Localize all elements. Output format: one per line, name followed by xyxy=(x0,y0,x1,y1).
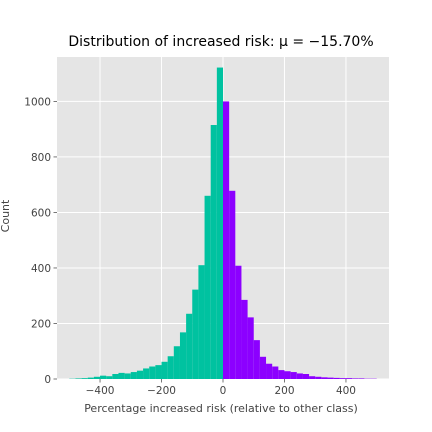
histogram-bar xyxy=(253,340,260,379)
histogram-bar xyxy=(167,356,174,379)
histogram-bar xyxy=(143,368,150,379)
histogram-bar xyxy=(358,378,365,379)
histogram-bar xyxy=(223,101,230,380)
x-axis-label: Percentage increased risk (relative to o… xyxy=(84,402,358,415)
histogram-bar xyxy=(161,361,168,379)
histogram-bar xyxy=(327,377,334,379)
histogram-bar xyxy=(241,299,248,379)
x-tick-label: −200 xyxy=(147,385,176,397)
histogram-bar xyxy=(75,378,82,379)
histogram-bar xyxy=(204,195,211,379)
histogram-bar xyxy=(118,372,125,379)
histogram-bar xyxy=(173,346,180,379)
histogram-bar xyxy=(321,377,328,379)
histogram-bar xyxy=(266,363,273,379)
histogram-bar xyxy=(345,378,353,379)
x-tick-label: 200 xyxy=(274,385,294,397)
histogram-bar xyxy=(247,317,254,379)
histogram-bar xyxy=(352,378,359,379)
y-tick-label: 1000 xyxy=(24,96,51,108)
x-tick-label: 0 xyxy=(220,385,227,397)
histogram-bar xyxy=(106,376,113,379)
histogram-bar xyxy=(259,356,267,379)
histogram-bar xyxy=(296,373,303,379)
histogram-bar xyxy=(229,190,236,379)
histogram-bar xyxy=(87,377,94,379)
y-tick-label: 200 xyxy=(31,318,51,330)
histogram-bar xyxy=(81,378,88,379)
histogram-bar xyxy=(278,370,285,379)
histogram-bar xyxy=(284,371,291,379)
axis-ticks: −400 −200 0 200 400 0 200 400 600 800 1000 xyxy=(24,96,356,397)
y-tick-label: 600 xyxy=(31,207,51,219)
histogram-bar xyxy=(186,313,193,379)
histogram-bar xyxy=(333,377,340,379)
x-tick-label: −400 xyxy=(86,385,115,397)
histogram-bar xyxy=(198,265,205,379)
histogram-bar xyxy=(210,125,217,379)
histogram-bar xyxy=(149,366,156,379)
histogram-bar xyxy=(309,376,316,379)
x-tick-label: 400 xyxy=(336,385,356,397)
histogram-bar xyxy=(290,372,297,379)
y-axis-label: Count xyxy=(0,199,12,232)
y-tick-label: 400 xyxy=(31,263,51,275)
histogram-bar xyxy=(130,372,137,379)
histogram-bar xyxy=(136,370,144,379)
histogram-bar xyxy=(302,374,310,379)
histogram-bar xyxy=(235,265,242,379)
histogram-bar xyxy=(216,67,223,379)
histogram-bar xyxy=(112,374,119,379)
histogram-bar xyxy=(124,373,131,379)
histogram-bar xyxy=(272,366,279,379)
histogram-bar xyxy=(339,378,346,379)
histogram-bars xyxy=(69,67,377,380)
histogram-bar xyxy=(93,376,101,379)
histogram-bar xyxy=(315,376,322,379)
histogram-bar xyxy=(100,375,107,379)
histogram-bar xyxy=(179,332,187,379)
chart-title: Distribution of increased risk: μ = −15.… xyxy=(68,34,373,50)
y-tick-label: 800 xyxy=(31,152,51,164)
y-tick-label: 0 xyxy=(44,374,51,386)
histogram-bar xyxy=(192,289,199,379)
histogram-bar xyxy=(155,365,162,379)
